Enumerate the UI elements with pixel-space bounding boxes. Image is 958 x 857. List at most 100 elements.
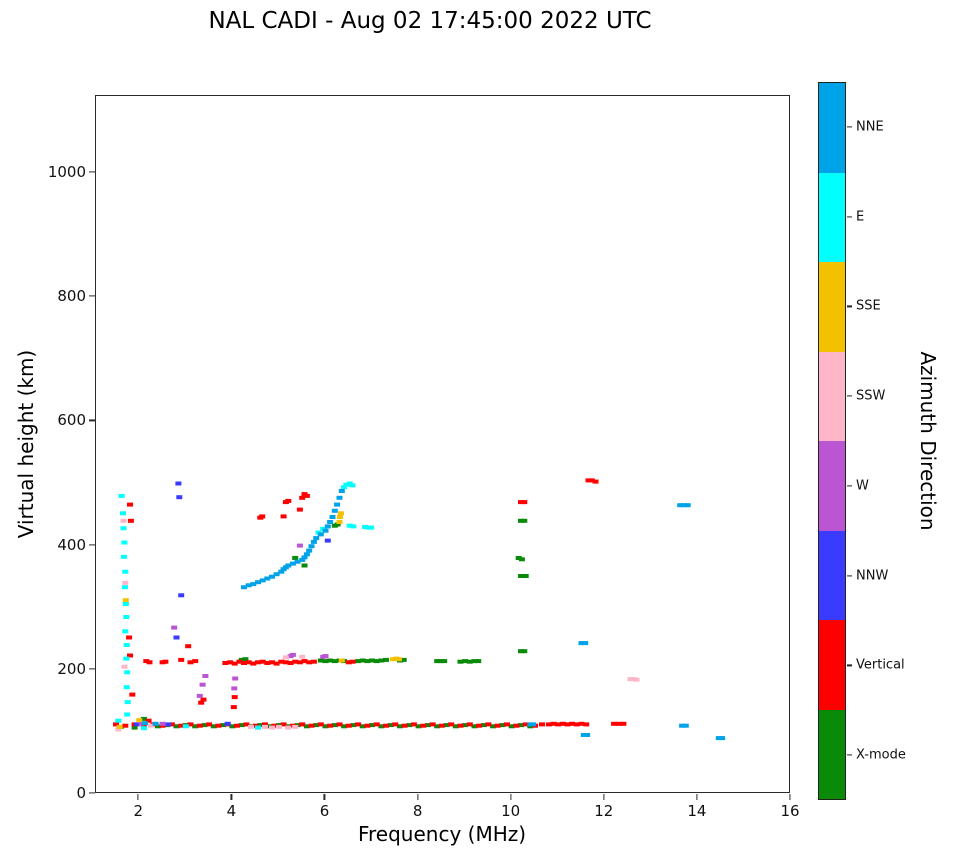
scatter-point-vertical xyxy=(299,722,306,727)
scatter-point-nne xyxy=(317,532,324,537)
y-tick-label: 800 xyxy=(57,287,86,306)
y-tick-label: 600 xyxy=(57,411,86,430)
x-tick-label: 10 xyxy=(501,802,521,820)
chart-title: NAL CADI - Aug 02 17:45:00 2022 UTC xyxy=(208,8,652,34)
scatter-point-e xyxy=(120,526,127,531)
scatter-point-sse xyxy=(116,724,123,729)
y-tick-label: 0 xyxy=(76,784,86,802)
scatter-point-e xyxy=(122,602,129,606)
scatter-point-nne xyxy=(241,585,247,590)
scatter-point-vertical xyxy=(476,723,483,728)
scatter-point-x-mode xyxy=(313,723,320,728)
colorbar-segment-x-mode xyxy=(819,709,845,799)
scatter-point-nnw xyxy=(173,635,180,640)
scatter-point-x-mode xyxy=(471,724,478,729)
colorbar-label-e: E xyxy=(856,209,865,225)
scatter-point-x-mode xyxy=(471,659,478,664)
scatter-point-vertical xyxy=(583,722,590,727)
scatter-point-vertical xyxy=(280,722,287,727)
scatter-point-x-mode xyxy=(406,723,413,728)
scatter-point-nnw xyxy=(176,495,183,500)
scatter-point-vertical xyxy=(518,500,524,505)
scatter-point-e xyxy=(121,540,128,545)
scatter-point-x-mode xyxy=(490,724,497,729)
scatter-point-e xyxy=(182,724,189,729)
colorbar-tick xyxy=(847,485,852,487)
scatter-point-e xyxy=(121,585,128,590)
scatter-point-e xyxy=(349,483,356,488)
scatter-point-x-mode xyxy=(397,724,403,729)
scatter-point-vertical xyxy=(282,660,289,665)
scatter-point-nnw xyxy=(134,722,140,727)
scatter-point-vertical xyxy=(349,659,356,664)
scatter-point-vertical xyxy=(392,722,399,727)
scatter-point-e xyxy=(124,712,131,717)
colorbar-segment-ssw xyxy=(819,351,845,441)
scatter-point-nne xyxy=(313,536,320,541)
colorbar-tick xyxy=(847,664,852,666)
scatter-point-nnw xyxy=(224,721,231,726)
scatter-point-nne xyxy=(684,503,691,508)
plot-area xyxy=(95,95,790,793)
scatter-point-nne xyxy=(336,495,343,500)
scatter-point-nne xyxy=(264,576,271,581)
scatter-point-vertical xyxy=(146,660,153,665)
scatter-point-x-mode xyxy=(457,659,464,664)
scatter-point-vertical xyxy=(438,723,445,728)
scatter-point-vertical xyxy=(262,722,268,727)
scatter-point-x-mode xyxy=(434,659,441,664)
scatter-point-x-mode xyxy=(229,724,236,729)
scatter-point-x-mode xyxy=(210,724,217,729)
scatter-point-e xyxy=(346,523,353,528)
scatter-point-ssw xyxy=(299,654,306,659)
scatter-point-w xyxy=(296,543,303,548)
scatter-point-vertical xyxy=(306,660,313,665)
scatter-point-x-mode xyxy=(462,723,469,728)
scatter-point-vertical xyxy=(299,495,306,500)
scatter-point-vertical xyxy=(241,661,247,665)
colorbar-title: Azimuth Direction xyxy=(916,351,940,531)
scatter-point-vertical xyxy=(555,722,562,727)
scatter-point-nne xyxy=(680,503,687,508)
scatter-point-ssw xyxy=(282,655,289,660)
y-tick xyxy=(89,419,95,421)
scatter-point-x-mode xyxy=(387,723,394,728)
scatter-point-e xyxy=(124,670,131,675)
scatter-point-x-mode xyxy=(201,723,208,728)
scatter-point-ssw xyxy=(121,664,128,669)
scatter-point-vertical xyxy=(178,657,185,662)
scatter-point-nnw xyxy=(175,481,182,486)
scatter-point-x-mode xyxy=(331,659,338,664)
scatter-point-x-mode xyxy=(434,724,441,729)
scatter-point-vertical xyxy=(129,692,136,697)
scatter-point-vertical xyxy=(285,498,292,503)
scatter-point-vertical xyxy=(564,722,571,727)
x-tick-label: 6 xyxy=(319,802,330,820)
colorbar-label-vertical: Vertical xyxy=(856,657,905,673)
scatter-point-x-mode xyxy=(518,649,524,654)
scatter-point-sse xyxy=(336,520,343,524)
colorbar-segment-sse xyxy=(819,262,845,352)
scatter-point-vertical xyxy=(513,723,520,728)
scatter-point-ssw xyxy=(115,727,122,732)
scatter-point-x-mode xyxy=(452,724,459,729)
scatter-point-vertical xyxy=(264,661,271,665)
colorbar-label-x-mode: X-mode xyxy=(856,747,906,763)
scatter-point-e xyxy=(362,525,369,529)
scatter-point-vertical xyxy=(611,721,618,726)
scatter-point-x-mode xyxy=(475,659,482,664)
scatter-point-vertical xyxy=(234,723,240,728)
scatter-point-vertical xyxy=(308,723,315,728)
scatter-point-vertical xyxy=(345,723,352,728)
x-tick xyxy=(510,794,512,800)
scatter-point-nne xyxy=(141,721,148,726)
plot-svg xyxy=(113,478,726,741)
scatter-point-w xyxy=(232,676,239,681)
scatter-point-w xyxy=(322,654,329,659)
scatter-point-vertical xyxy=(273,661,280,666)
scatter-point-w xyxy=(159,721,166,726)
scatter-point-x-mode xyxy=(518,723,524,728)
scatter-point-nne xyxy=(308,544,315,549)
scatter-point-x-mode xyxy=(466,659,473,664)
colorbar-segment-nne xyxy=(819,83,845,173)
